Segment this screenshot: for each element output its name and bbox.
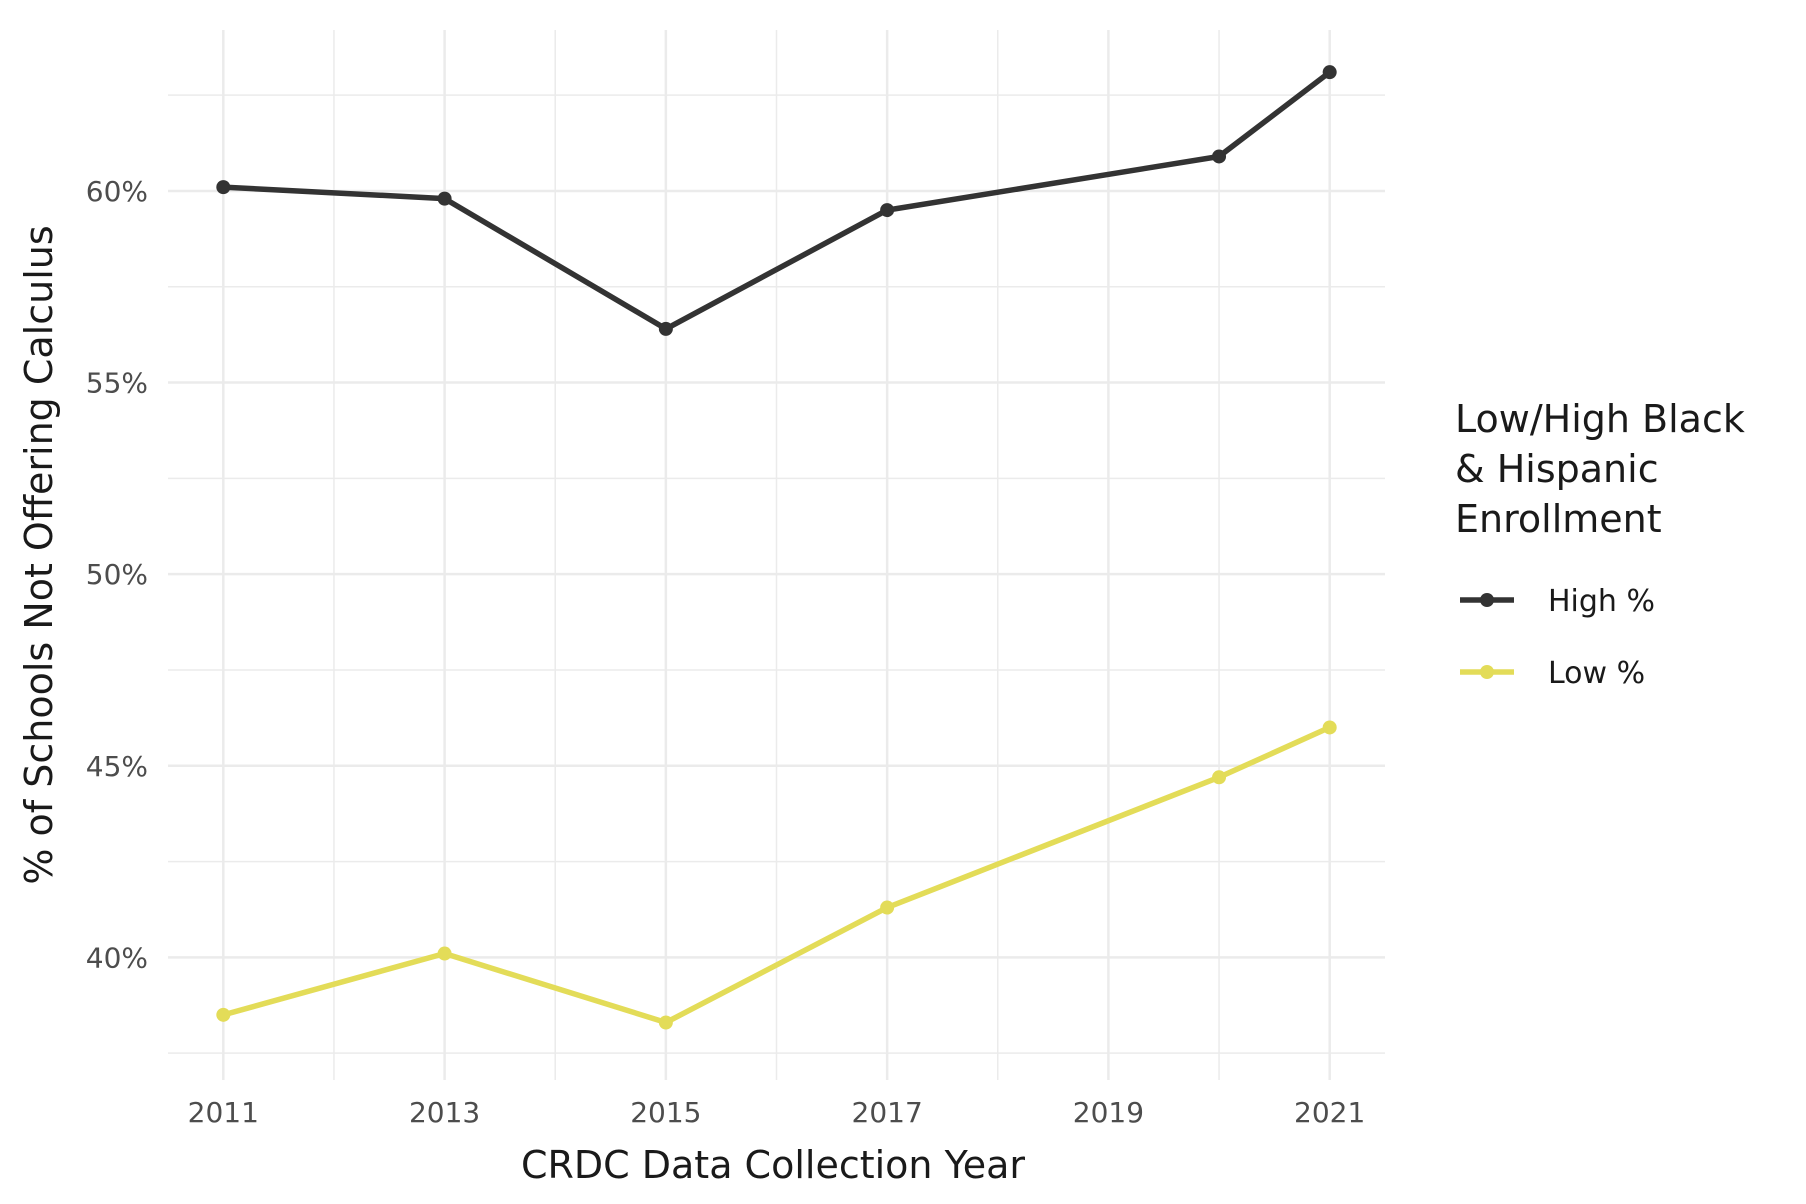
data-point-high <box>1322 65 1337 80</box>
data-point-high <box>880 203 895 218</box>
x-tick-label: 2021 <box>1294 1096 1365 1129</box>
data-point-low <box>1322 720 1337 735</box>
y-tick-label: 45% <box>86 750 148 783</box>
y-tick-label: 60% <box>86 175 148 208</box>
x-tick-label: 2013 <box>409 1096 480 1129</box>
minor-gridlines <box>168 30 1385 1080</box>
data-point-high <box>437 191 452 206</box>
legend-items: High % Low % <box>1460 584 1655 691</box>
x-tick-label: 2017 <box>852 1096 923 1129</box>
legend-key-point-low <box>1480 665 1494 679</box>
x-tick-label: 2019 <box>1073 1096 1144 1129</box>
legend-label-low: Low % <box>1548 656 1645 691</box>
y-axis-title: % of Schools Not Offering Calculus <box>17 225 61 884</box>
legend-label-high: High % <box>1548 584 1655 619</box>
legend-title-line-3: Enrollment <box>1455 497 1662 541</box>
y-axis-ticks: 40% 45% 50% 55% 60% <box>86 175 148 974</box>
legend: Low/High Black & Hispanic Enrollment Hig… <box>1455 397 1745 691</box>
series-layer <box>216 65 1337 1030</box>
data-point-high <box>658 321 673 336</box>
x-axis-ticks: 2011 2013 2015 2017 2019 2021 <box>188 1096 1366 1129</box>
legend-title-line-1: Low/High Black <box>1455 397 1745 441</box>
y-tick-label: 50% <box>86 558 148 591</box>
series-line-high <box>220 69 1333 332</box>
y-tick-label: 55% <box>86 367 148 400</box>
x-tick-label: 2011 <box>188 1096 259 1129</box>
data-point-high <box>1212 149 1227 164</box>
y-tick-label: 40% <box>86 941 148 974</box>
data-point-low <box>216 1007 231 1022</box>
data-point-low <box>658 1015 673 1030</box>
data-point-low <box>880 900 895 915</box>
x-tick-label: 2015 <box>630 1096 701 1129</box>
legend-title-line-2: & Hispanic <box>1455 447 1659 491</box>
series-line-low <box>220 724 1333 1026</box>
data-point-low <box>437 946 452 961</box>
legend-key-point-high <box>1480 593 1494 607</box>
data-point-high <box>216 180 231 195</box>
major-gridlines <box>168 30 1385 1080</box>
data-point-low <box>1212 770 1227 785</box>
x-axis-title: CRDC Data Collection Year <box>521 1143 1025 1187</box>
